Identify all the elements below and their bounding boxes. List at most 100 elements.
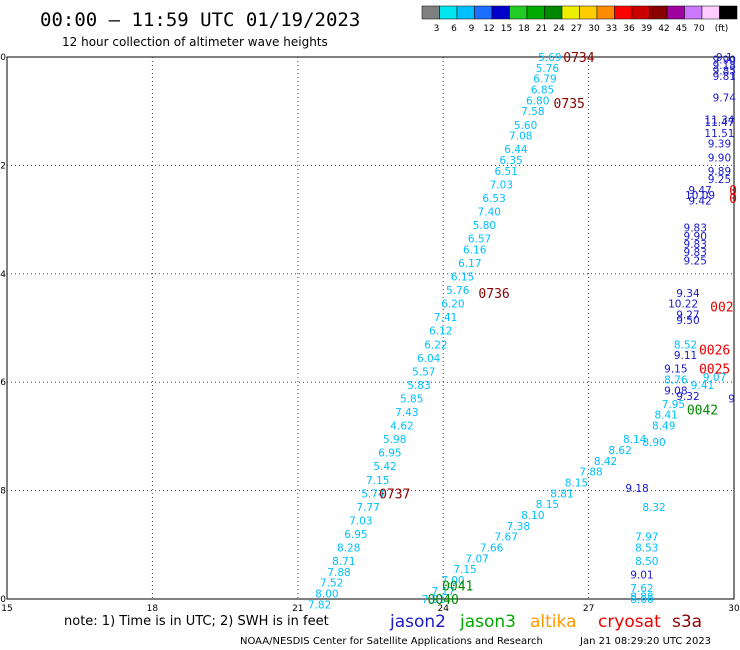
pass-time-label: 0040	[428, 593, 459, 608]
wave-height-value: 10.22	[668, 299, 698, 311]
wave-height-value: 7.95	[662, 399, 685, 411]
wave-height-value: 8.76	[664, 374, 688, 386]
wave-height-value: 6.85	[531, 85, 554, 97]
y-tick-label: -56	[0, 378, 6, 388]
legend-item-jason3: jason3	[459, 612, 516, 632]
wave-height-value: 6.53	[482, 193, 505, 205]
x-tick-label: 27	[583, 604, 594, 614]
x-tick-label: 30	[728, 604, 740, 614]
wave-height-value: 4.62	[390, 421, 413, 433]
color-scale-label: 36	[623, 24, 635, 34]
color-swatch	[666, 5, 685, 20]
wave-height-value: 6.95	[378, 448, 401, 460]
wave-height-value: 7.67	[495, 532, 518, 544]
pass-time-label: 0025	[699, 363, 730, 378]
wave-height-value: 9.41	[691, 380, 714, 392]
color-scale-label: 70	[693, 24, 705, 34]
wave-height-value: 9.50	[676, 315, 699, 327]
y-tick-label: -60	[0, 595, 6, 605]
color-scale-label: 21	[536, 24, 547, 34]
pass-time-label: 0	[729, 184, 737, 199]
pass-time-label: 0041	[442, 579, 473, 594]
pass-time-label: 002	[710, 300, 733, 315]
wave-height-value: 5.57	[412, 366, 435, 378]
wave-height-value: 9.83	[684, 223, 707, 235]
color-scale-label: 30	[588, 24, 600, 34]
wave-height-value: 9	[728, 393, 735, 405]
color-swatch	[456, 5, 475, 20]
wave-height-value: 8.14	[623, 434, 647, 446]
wave-height-value: 7.03	[349, 515, 372, 527]
wave-height-value: 6.80	[526, 95, 549, 107]
wave-height-value: 7.40	[478, 206, 501, 218]
wave-height-value: 5.42	[373, 461, 396, 473]
y-tick-label: -52	[0, 161, 6, 171]
wave-height-value: 5.74	[361, 488, 385, 500]
wave-height-value: 7.62	[630, 583, 653, 595]
wave-height-value: 8.66	[630, 594, 654, 606]
wave-height-value: 6.79	[533, 74, 556, 86]
color-scale-label: 12	[483, 24, 494, 34]
wave-height-value: 5.80	[473, 220, 496, 232]
wave-height-value: 6.16	[463, 244, 487, 256]
legend-item-cryosat: cryosat	[598, 612, 661, 632]
color-scale-label: 9	[469, 24, 475, 34]
wave-height-value: 9.42	[688, 196, 711, 208]
wave-height-value: 7.52	[320, 578, 343, 590]
legend-item-jason2: jason2	[389, 612, 446, 632]
wave-height-value: 7.03	[490, 179, 513, 191]
wave-height-value: 7.15	[453, 564, 476, 576]
wave-height-value: 10.09	[685, 190, 715, 202]
wave-height-value: 9.81	[713, 71, 736, 83]
wave-height-value: 8.62	[608, 445, 631, 457]
wave-height-value: 9.1	[716, 52, 733, 64]
pass-time-label: 0737	[379, 487, 410, 502]
legend-item-altika: altika	[530, 612, 577, 632]
color-scale-label: 27	[571, 24, 582, 34]
color-swatch	[579, 5, 598, 20]
wave-height-value: 8.42	[594, 456, 617, 468]
wave-height-value: 9.07	[703, 372, 726, 384]
x-tick-label: 21	[292, 604, 303, 614]
wave-height-value: 7.17	[432, 586, 455, 598]
color-swatch	[509, 5, 528, 20]
wave-height-value: 8.28	[337, 543, 360, 555]
wave-height-value: 5.76	[536, 63, 560, 75]
wave-height-value: 7.88	[327, 567, 350, 579]
x-tick-labels: 15 18 21 24 27 30	[1, 604, 740, 614]
wave-height-value: 9.34	[676, 288, 700, 300]
color-swatch	[614, 5, 633, 20]
wave-height-value: 9.83	[684, 239, 707, 251]
wave-height-value: 7.58	[521, 106, 544, 118]
wave-height-value: 7.82	[308, 599, 331, 611]
color-swatch	[631, 5, 650, 20]
wave-height-value: 8.41	[654, 410, 677, 422]
wave-height-value: 6.57	[468, 234, 491, 246]
wave-height-value: 9.39	[708, 139, 731, 151]
wave-height-value: 9.47	[688, 185, 711, 197]
color-scale-bar: 3 6 9 12 15 18 21 24 27 30 33 36 39 42 45 70 (ft)	[421, 5, 738, 34]
wave-height-value: 8.88	[630, 591, 653, 603]
wave-height-value: 9.90	[684, 231, 707, 243]
wave-height-value: 7.41	[434, 312, 457, 324]
color-swatch	[439, 5, 458, 20]
wave-height-value: 5.69	[538, 52, 561, 64]
wave-height-value: 9.89	[708, 166, 731, 178]
wave-height-labels: 5.695.766.796.856.807.585.607.086.446.35…	[308, 52, 736, 611]
wave-height-value: 8.15	[536, 499, 559, 511]
color-swatch	[491, 5, 510, 20]
color-swatch	[544, 5, 563, 20]
y-tick-label: -54	[0, 270, 6, 280]
pass-time-label: 0736	[478, 287, 509, 302]
plot-border	[6, 56, 735, 600]
color-swatch	[719, 5, 738, 20]
color-scale-label: 45	[676, 24, 687, 34]
wave-height-value: 6.17	[458, 258, 481, 270]
color-swatch	[684, 5, 703, 20]
wave-height-value: 6.20	[441, 299, 464, 311]
color-scale-label: 15	[501, 24, 512, 34]
pass-time-label: 0734	[563, 51, 594, 66]
wave-height-value: 7.43	[395, 407, 418, 419]
color-swatch	[701, 5, 720, 20]
